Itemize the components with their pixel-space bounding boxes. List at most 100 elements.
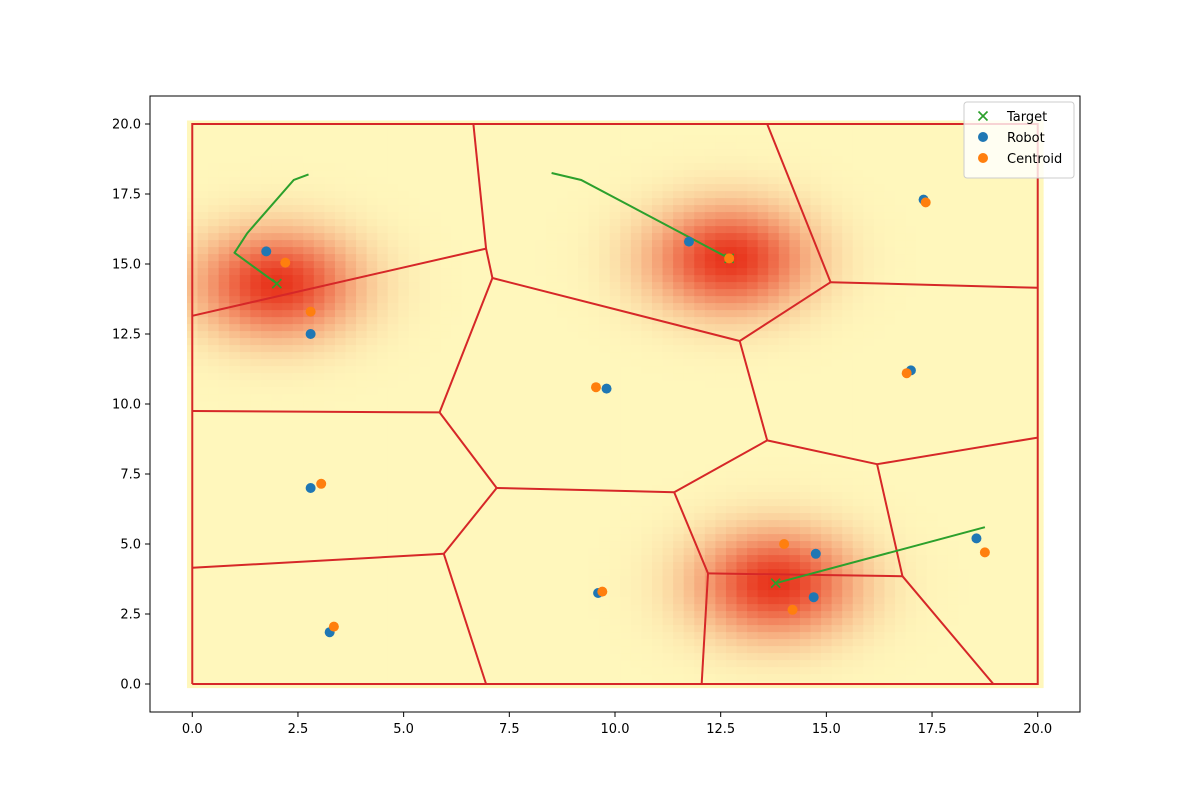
density-cell — [345, 393, 357, 402]
density-cell — [683, 407, 695, 416]
density-cell — [725, 148, 738, 157]
density-cell — [229, 477, 241, 486]
density-cell — [419, 414, 431, 423]
density-cell — [334, 372, 347, 381]
density-cell — [271, 554, 283, 563]
density-cell — [419, 134, 431, 143]
density-cell — [768, 659, 780, 668]
density-cell — [366, 316, 378, 325]
density-cell — [440, 190, 452, 199]
density-cell — [461, 239, 473, 248]
density-cell — [292, 267, 304, 276]
density-cell — [778, 421, 790, 430]
density-cell — [504, 176, 516, 185]
density-cell — [567, 190, 579, 199]
density-cell — [630, 421, 643, 430]
density-cell — [292, 127, 304, 136]
density-cell — [662, 463, 674, 472]
density-cell — [366, 456, 378, 465]
density-cell — [229, 281, 241, 290]
density-cell — [377, 673, 389, 682]
density-cell — [683, 260, 695, 269]
density-cell — [387, 470, 399, 479]
density-cell — [260, 400, 273, 409]
density-cell — [250, 176, 262, 185]
density-cell — [599, 127, 611, 136]
density-cell — [588, 470, 600, 479]
density-cell — [197, 498, 209, 507]
density-cell — [630, 477, 643, 486]
density-cell — [599, 337, 611, 346]
density-cell — [419, 470, 431, 479]
density-cell — [482, 491, 495, 500]
density-cell — [778, 666, 790, 675]
density-cell — [694, 218, 706, 227]
density-cell — [736, 176, 748, 185]
density-cell — [229, 435, 241, 444]
density-cell — [715, 491, 727, 500]
density-cell — [366, 533, 378, 542]
density-cell — [493, 190, 505, 199]
density-cell — [440, 379, 452, 388]
density-cell — [757, 253, 769, 262]
density-cell — [440, 631, 452, 640]
density-cell — [292, 309, 304, 318]
density-cell — [451, 155, 463, 164]
density-cell — [757, 659, 769, 668]
density-cell — [260, 449, 273, 458]
density-cell — [313, 323, 325, 332]
density-cell — [641, 659, 653, 668]
density-cell — [377, 344, 389, 353]
density-cell — [260, 155, 273, 164]
density-cell — [567, 442, 579, 451]
density-cell — [208, 652, 220, 661]
density-cell — [578, 512, 590, 521]
density-cell — [821, 232, 833, 241]
density-cell — [556, 498, 569, 507]
density-cell — [472, 603, 484, 612]
density-cell — [620, 400, 632, 409]
density-cell — [345, 638, 357, 647]
density-cell — [588, 365, 600, 374]
density-cell — [282, 309, 294, 318]
density-cell — [430, 456, 442, 465]
density-cell — [282, 204, 294, 213]
density-cell — [271, 372, 283, 381]
density-cell — [197, 351, 209, 360]
density-cell — [356, 603, 368, 612]
density-cell — [356, 190, 368, 199]
density-cell — [451, 596, 463, 605]
density-cell — [229, 463, 241, 472]
density-cell — [630, 211, 643, 220]
density-cell — [662, 197, 674, 206]
density-cell — [599, 267, 611, 276]
density-cell — [229, 162, 241, 171]
density-cell — [313, 190, 325, 199]
density-cell — [757, 337, 769, 346]
density-cell — [810, 533, 822, 542]
density-cell — [683, 652, 695, 661]
density-cell — [715, 568, 727, 577]
density-cell — [482, 589, 495, 598]
density-cell — [229, 540, 241, 549]
density-cell — [260, 141, 273, 150]
density-cell — [588, 526, 600, 535]
density-cell — [419, 463, 431, 472]
density-cell — [831, 386, 843, 395]
density-cell — [482, 652, 495, 661]
density-cell — [345, 421, 357, 430]
density-cell — [662, 512, 674, 521]
density-cell — [831, 610, 843, 619]
density-cell — [651, 652, 664, 661]
density-cell — [356, 414, 368, 423]
density-cell — [799, 190, 812, 199]
density-cell — [789, 659, 801, 668]
density-cell — [504, 281, 516, 290]
density-cell — [366, 512, 378, 521]
density-cell — [324, 386, 336, 395]
density-cell — [747, 533, 759, 542]
density-cell — [356, 127, 368, 136]
density-cell — [250, 372, 262, 381]
density-cell — [673, 414, 685, 423]
density-cell — [250, 505, 262, 514]
